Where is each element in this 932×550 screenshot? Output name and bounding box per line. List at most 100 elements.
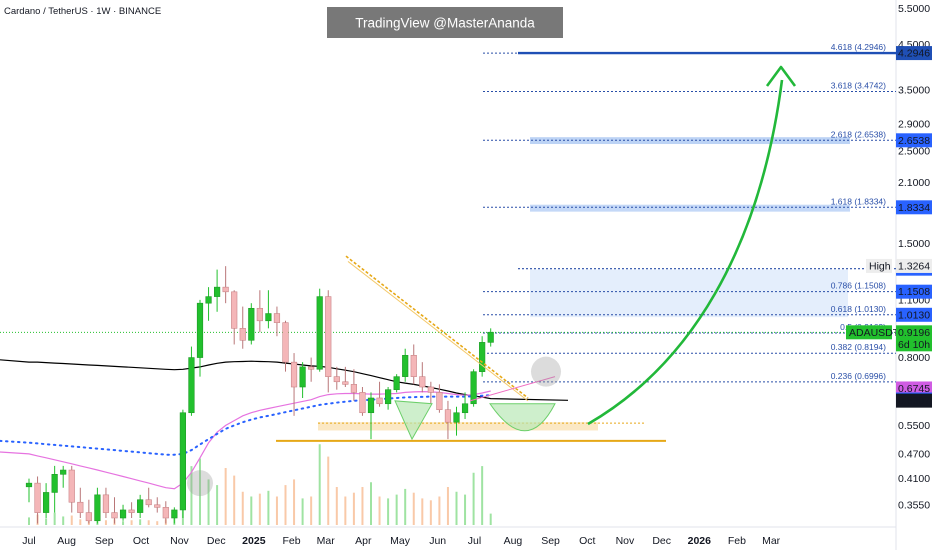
candle	[436, 384, 443, 413]
candle-body	[273, 313, 281, 323]
high-label-bg	[866, 258, 892, 273]
candle-body	[290, 361, 298, 388]
fib-level-label: 1.618 (1.8334)	[831, 196, 886, 206]
candle	[205, 287, 212, 321]
x-tick-label: Sep	[95, 535, 114, 547]
candle	[342, 366, 349, 388]
price-tag-bg	[896, 133, 932, 148]
candle	[487, 328, 494, 347]
volume-bar	[190, 466, 193, 525]
candle-body	[214, 286, 221, 297]
volume-bar	[224, 468, 227, 525]
candle-body	[94, 494, 101, 522]
current-price-bg	[896, 325, 932, 352]
price-tag-text: 1.1508	[898, 286, 930, 298]
volume-bar	[79, 519, 82, 525]
price-tag: 1.1508	[896, 284, 932, 299]
moving-average-pink	[0, 390, 491, 490]
fib-layer: 4.618 (4.2946) 3.618 (3.4742) 2.618 (2.653…	[0, 42, 896, 383]
symbol-tag-bg	[846, 325, 892, 340]
volume-bar	[28, 517, 30, 525]
candle	[154, 497, 161, 513]
forecast-arrow-head	[765, 65, 797, 87]
candle-body	[359, 392, 366, 414]
candle	[34, 476, 41, 524]
volume-bar	[104, 520, 107, 525]
y-tick-label: 5.5000	[898, 3, 930, 15]
candle-body	[393, 376, 400, 390]
candle	[308, 357, 315, 382]
y-tick-label: 0.5500	[898, 420, 930, 432]
candle	[410, 344, 417, 385]
moving-average-blue-dotted	[0, 394, 492, 456]
x-tick-label: May	[390, 535, 411, 547]
candle	[461, 392, 469, 419]
candle	[376, 381, 383, 407]
candle-body	[196, 302, 204, 358]
candle	[25, 478, 33, 503]
volume-bar	[293, 479, 296, 525]
volume-bar	[395, 494, 398, 525]
price-tag-text: 0.6307	[898, 395, 930, 407]
price-tags-layer: 4.29462.65381.83341.30671.15081.01300.67…	[846, 46, 932, 408]
candle-body	[179, 412, 187, 511]
candle	[162, 501, 169, 524]
volume-bar	[207, 479, 210, 525]
candle-body	[479, 342, 486, 372]
volume-bar	[233, 475, 236, 525]
axes-layer: 5.50004.50003.50002.90002.50002.10001.50…	[22, 3, 930, 547]
candle-body	[34, 482, 41, 513]
candle	[265, 290, 272, 329]
candle	[290, 353, 298, 416]
fib-level-label: 3.618 (3.4742)	[831, 80, 886, 90]
volume-bar	[361, 487, 364, 525]
candle	[367, 392, 375, 440]
x-tick-label: Jun	[429, 535, 446, 547]
volume-bar	[455, 491, 458, 525]
volume-bar	[421, 498, 424, 525]
volume-bar	[199, 458, 201, 525]
price-tag-text: 1.8334	[898, 202, 930, 214]
volume-bar	[130, 520, 133, 525]
x-tick-label: Mar	[762, 535, 781, 547]
candle	[325, 290, 332, 393]
candle-body	[316, 296, 323, 370]
volume-bar	[446, 487, 449, 525]
x-tick-label: 2025	[242, 535, 266, 547]
fib-level-label: 0.382 (0.8194)	[831, 342, 886, 352]
x-tick-label: Aug	[504, 535, 523, 547]
candle-body	[256, 307, 263, 322]
candle	[256, 290, 263, 333]
fib-level-label: 4.618 (4.2946)	[831, 42, 886, 52]
forecast-arrow	[587, 79, 784, 426]
candle	[214, 269, 221, 312]
price-tag-bg	[896, 200, 932, 215]
volume-bar	[481, 466, 484, 525]
candle-body	[222, 286, 229, 293]
candle-body	[427, 386, 434, 393]
volume-bar	[387, 498, 390, 525]
candle	[427, 381, 434, 404]
x-tick-label: Feb	[282, 535, 300, 547]
candle-body	[128, 509, 135, 513]
candle-body	[42, 492, 50, 513]
candle	[273, 306, 281, 337]
price-tag: 1.8334	[896, 200, 932, 215]
candle	[137, 494, 144, 518]
candles-layer	[25, 266, 494, 524]
volume-bar	[53, 512, 56, 525]
symbol-tag-text: ADAUSDT	[849, 327, 900, 339]
candle-body	[436, 392, 443, 410]
candle-body	[145, 499, 152, 506]
x-tick-label: Nov	[616, 535, 635, 547]
price-tag: 1.0130	[896, 307, 932, 322]
volume-bar	[318, 444, 321, 525]
price-tag-bg	[896, 284, 932, 299]
x-tick-label: Jul	[468, 535, 481, 547]
target-zone-1618	[530, 204, 850, 212]
volume-bar	[156, 521, 159, 525]
candle	[419, 362, 426, 393]
candle-body	[171, 509, 178, 519]
